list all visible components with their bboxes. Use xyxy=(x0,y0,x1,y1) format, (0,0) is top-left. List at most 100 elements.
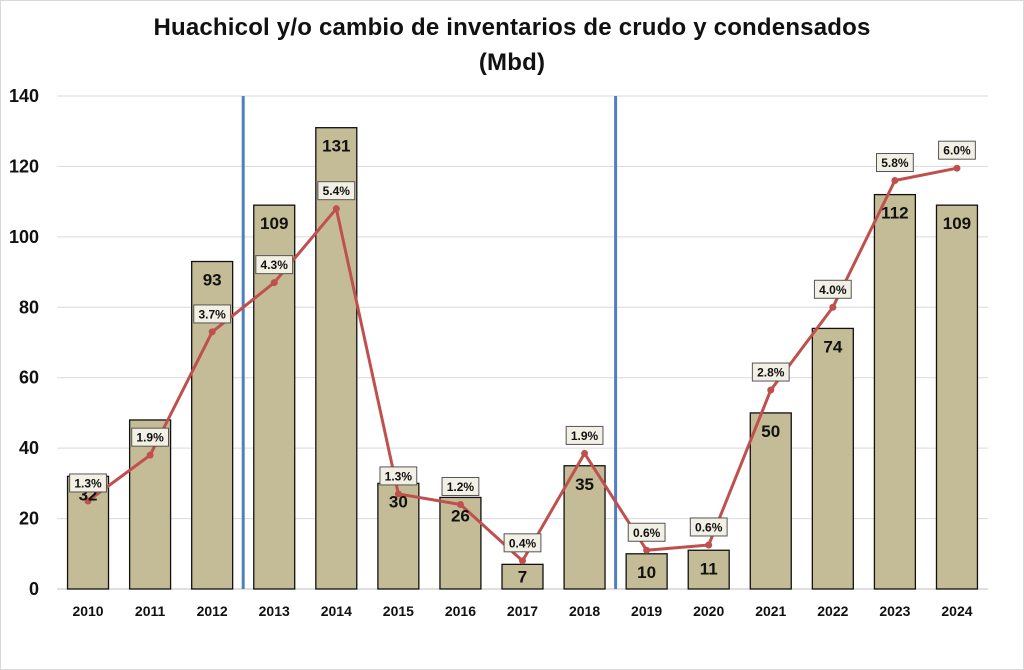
bar xyxy=(687,549,730,590)
y-tick-label: 100 xyxy=(9,227,39,247)
bar xyxy=(128,419,172,590)
point-label-text: 1.3% xyxy=(385,469,413,483)
bar xyxy=(625,553,668,590)
point-label: 0.4% xyxy=(503,533,542,553)
bar-value-label: 74 xyxy=(823,337,842,356)
line-point xyxy=(146,451,154,459)
x-axis: 2010 2011 2012 2013 2014 2015 2016 2017 2018 2019… xyxy=(72,603,972,619)
line-series xyxy=(84,164,961,565)
x-tick-label: 2012 xyxy=(197,603,228,619)
bar-value-label: 7 xyxy=(518,567,527,586)
x-tick-label: 2015 xyxy=(383,603,414,619)
point-label-box xyxy=(317,181,356,201)
bar-value-label: 10 xyxy=(637,563,656,582)
line-point xyxy=(208,328,216,336)
line-point xyxy=(519,557,526,565)
x-tick-label: 2024 xyxy=(941,603,972,619)
x-tick-label: 2021 xyxy=(755,603,786,619)
point-label: 0.6% xyxy=(627,522,666,542)
point-label-box xyxy=(938,140,976,160)
line-point xyxy=(332,205,340,213)
y-tick-label: 60 xyxy=(19,368,39,388)
point-label-box xyxy=(131,427,169,447)
x-tick-label: 2010 xyxy=(72,603,103,619)
x-tick-label: 2013 xyxy=(259,603,290,619)
bar xyxy=(377,482,420,590)
point-label-box xyxy=(69,473,107,493)
x-tick-label: 2023 xyxy=(879,603,910,619)
point-label: 4.3% xyxy=(255,255,294,275)
y-axis: 0 20 40 60 80 100 120 140 xyxy=(9,86,39,599)
x-tick-label: 2017 xyxy=(507,603,538,619)
point-label-box xyxy=(255,255,294,275)
x-tick-label: 2020 xyxy=(693,603,724,619)
bar-series xyxy=(66,127,979,590)
point-label-text: 0.4% xyxy=(509,536,537,550)
x-tick-label: 2014 xyxy=(321,603,352,619)
point-label-box xyxy=(565,425,604,445)
point-label: 1.9% xyxy=(131,427,169,447)
point-label: 1.3% xyxy=(69,473,107,493)
point-label: 4.0% xyxy=(813,279,852,299)
point-label-text: 5.8% xyxy=(881,156,909,170)
bar xyxy=(873,193,917,590)
point-label-text: 4.0% xyxy=(819,283,847,297)
line-point xyxy=(891,177,899,185)
point-label: 2.8% xyxy=(751,362,790,382)
point-label-text: 4.3% xyxy=(261,258,289,272)
bar-value-label: 109 xyxy=(943,214,971,233)
line-point xyxy=(829,303,837,311)
y-tick-label: 40 xyxy=(19,438,39,458)
chart-subtitle: (Mbd) xyxy=(478,49,546,76)
period-separators xyxy=(241,96,618,589)
point-label: 3.7% xyxy=(193,304,232,324)
point-label-text: 1.2% xyxy=(447,480,475,494)
bar xyxy=(935,204,979,590)
point-label-text: 0.6% xyxy=(695,520,723,534)
line-point xyxy=(767,386,775,394)
bar xyxy=(563,465,606,590)
bar-value-label: 35 xyxy=(575,475,594,494)
bar-value-label: 109 xyxy=(260,214,288,233)
point-label: 1.3% xyxy=(379,466,418,486)
point-label: 5.4% xyxy=(317,181,356,201)
chart-title: Huachicol y/o cambio de inventarios de c… xyxy=(153,14,871,41)
point-label: 1.9% xyxy=(565,425,604,445)
line-point xyxy=(953,164,961,172)
bar xyxy=(315,127,358,590)
point-label-box xyxy=(689,517,728,537)
x-tick-label: 2019 xyxy=(631,603,662,619)
point-label: 6.0% xyxy=(938,140,976,160)
x-tick-label: 2011 xyxy=(135,603,166,619)
point-label-box xyxy=(379,466,418,486)
point-label-box xyxy=(627,522,666,542)
line-point xyxy=(84,497,92,505)
point-label-text: 3.7% xyxy=(198,307,226,321)
bar-value-label: 131 xyxy=(322,137,350,156)
bar-value-label: 112 xyxy=(881,204,908,223)
bar-value-label: 30 xyxy=(389,492,408,511)
bar xyxy=(501,563,544,590)
point-label-text: 2.8% xyxy=(757,366,785,380)
x-tick-label: 2022 xyxy=(817,603,848,619)
bar-value-label: 93 xyxy=(203,271,222,290)
point-label: 5.8% xyxy=(876,153,914,173)
point-value-labels: 1.3% 1.9% 3.7% 4.3% 5.4% 1.3% 1.2% 0.4% 1.9% 0.6%… xyxy=(69,140,976,553)
x-tick-label: 2016 xyxy=(445,603,476,619)
y-tick-label: 0 xyxy=(29,579,39,599)
bar xyxy=(811,327,854,590)
y-tick-label: 80 xyxy=(19,297,39,317)
bar-value-label: 11 xyxy=(700,559,718,578)
line-point xyxy=(643,546,651,554)
bar xyxy=(66,475,110,590)
y-tick-label: 140 xyxy=(9,86,39,106)
line-point xyxy=(705,541,713,549)
point-label-box xyxy=(193,304,232,324)
bar-value-label: 50 xyxy=(761,422,780,441)
bar xyxy=(439,496,482,590)
y-tick-label: 120 xyxy=(9,156,39,176)
point-label: 1.2% xyxy=(441,476,480,496)
bar xyxy=(749,412,792,590)
